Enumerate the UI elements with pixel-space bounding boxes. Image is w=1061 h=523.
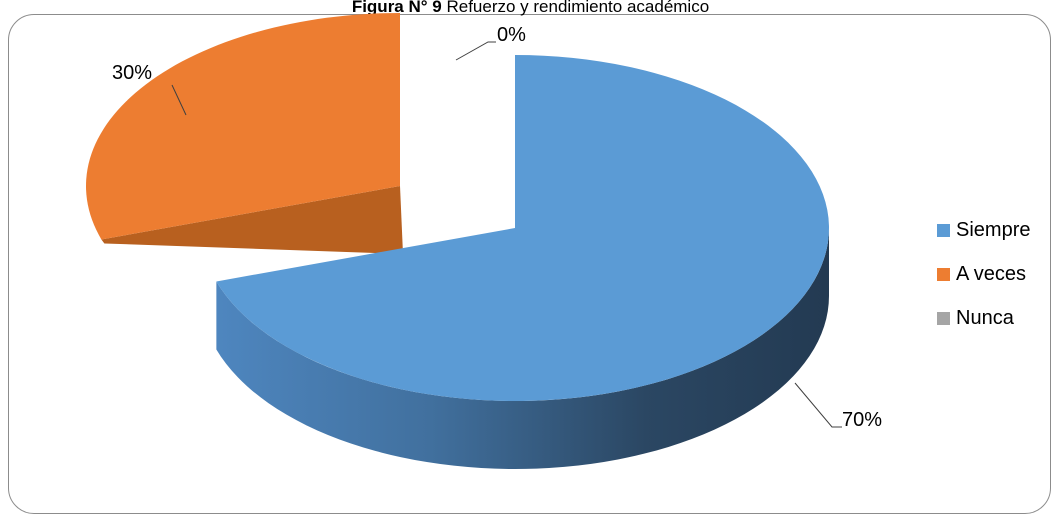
- legend-swatch-a-veces: [937, 267, 950, 281]
- legend-swatch-nunca: [937, 311, 950, 325]
- pie-slice-a-veces: [85, 13, 400, 240]
- legend-label-a-veces: A veces: [956, 263, 1027, 285]
- legend-label-siempre: Siempre: [956, 219, 1031, 241]
- chart-title: Figura N° 9 Refuerzo y rendimiento acadé…: [0, 0, 1061, 17]
- data-label-a-veces: 30%: [112, 62, 152, 84]
- data-label-nunca: 0%: [497, 24, 526, 46]
- pie-slice-a-veces-edge: [101, 186, 403, 254]
- legend-item-nunca: Nunca: [937, 296, 1030, 340]
- chart-title-text: Refuerzo y rendimiento académico: [441, 0, 710, 16]
- pie-slice-siempre: [216, 55, 829, 401]
- chart-title-bold: Figura N° 9: [351, 0, 442, 16]
- legend-swatch-siempre: [937, 223, 950, 237]
- legend-item-siempre: Siempre: [937, 208, 1030, 252]
- leader-line-siempre: [794, 382, 842, 428]
- legend-label-nunca: Nunca: [956, 307, 1014, 329]
- chart-legend: Siempre A veces Nunca: [937, 208, 1030, 340]
- pie-slice-siempre-side: [216, 228, 829, 469]
- data-label-siempre: 70%: [842, 409, 882, 431]
- leader-line-nunca: [455, 41, 496, 61]
- leader-line-a-veces: [171, 84, 187, 116]
- legend-item-a-veces: A veces: [937, 252, 1030, 296]
